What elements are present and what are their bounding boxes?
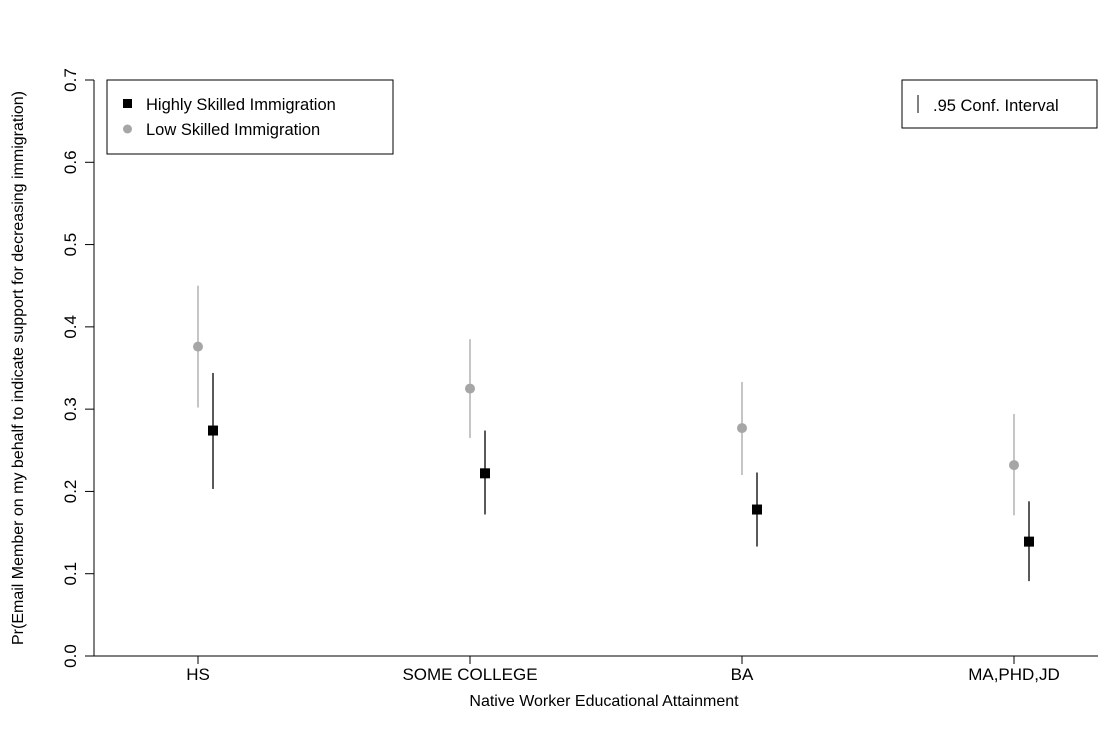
x-tick-label: MA,PHD,JD — [968, 665, 1060, 684]
legend: Highly Skilled Immigration Low Skilled I… — [106, 79, 394, 155]
data-point-square — [752, 504, 762, 515]
legend-symbol-square — [123, 99, 132, 108]
x-tick-label: HS — [186, 665, 210, 684]
legend-box — [106, 79, 394, 155]
y-tick-label: 0.1 — [61, 562, 80, 586]
legend-label-highly-skilled: Highly Skilled Immigration — [146, 96, 336, 114]
y-tick-label: 0.6 — [61, 150, 80, 174]
x-axis-title: Native Worker Educational Attainment — [469, 693, 739, 710]
data-point-circle — [465, 383, 475, 394]
y-ticks: 0.0 0.1 0.2 0.3 0.4 0.5 0.6 0.7 — [61, 68, 94, 668]
y-tick-label: 0.2 — [61, 480, 80, 504]
y-tick-label: 0.0 — [61, 644, 80, 668]
legend-symbol-circle — [123, 124, 132, 134]
ci-legend: .95 Conf. Interval — [901, 79, 1098, 129]
y-tick-label: 0.5 — [61, 233, 80, 257]
x-ticks: HS SOME COLLEGE BA MA,PHD,JD — [186, 656, 1060, 684]
data-point-circle — [1009, 460, 1019, 471]
y-tick-label: 0.4 — [61, 315, 80, 339]
ci-legend-box — [901, 79, 1098, 129]
y-tick-label: 0.7 — [61, 68, 80, 92]
legend-label-low-skilled: Low Skilled Immigration — [146, 121, 320, 139]
data-point-square — [1024, 536, 1034, 547]
data-point-circle — [193, 341, 203, 352]
x-tick-label: BA — [731, 665, 754, 684]
y-tick-label: 0.3 — [61, 397, 80, 421]
data-point-square — [480, 468, 490, 479]
x-tick-label: SOME COLLEGE — [402, 665, 537, 684]
data-marks — [193, 285, 1034, 582]
ci-legend-label: .95 Conf. Interval — [933, 97, 1059, 115]
data-point-square — [208, 425, 218, 436]
data-point-circle — [737, 423, 747, 434]
y-axis-title: Pr(Email Member on my behalf to indicate… — [10, 91, 27, 645]
